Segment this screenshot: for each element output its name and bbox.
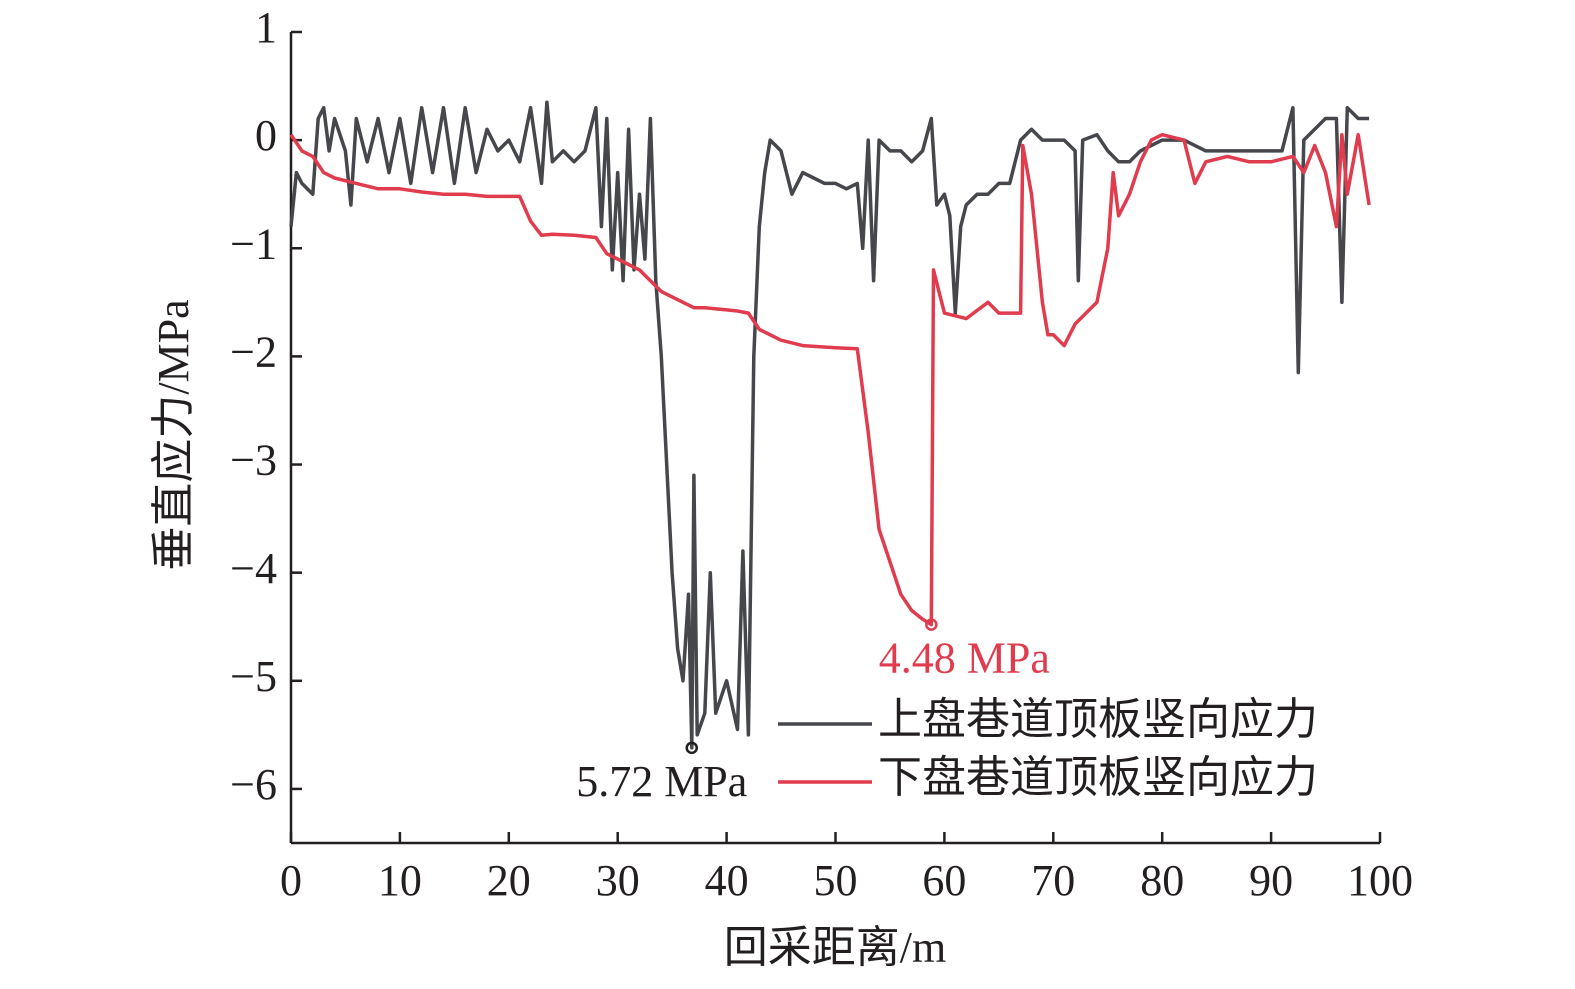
x-tick-label: 70 xyxy=(1031,856,1075,905)
y-tick-label: 1 xyxy=(255,3,277,52)
y-tick-label: −2 xyxy=(230,327,277,376)
y-tick-label: −1 xyxy=(230,219,277,268)
y-tick-label: −4 xyxy=(230,544,277,593)
annotation-marker xyxy=(925,618,938,631)
annotation-marker xyxy=(685,741,699,755)
x-tick-label: 60 xyxy=(922,856,966,905)
x-tick-label: 30 xyxy=(596,856,640,905)
series-line xyxy=(289,100,1370,750)
y-tick-label: −5 xyxy=(230,652,277,701)
legend-label: 下盘巷道顶板竖向应力 xyxy=(878,753,1318,802)
legend-label: 上盘巷道顶板竖向应力 xyxy=(878,695,1318,744)
annotation-text: 4.48 MPa xyxy=(879,634,1050,683)
x-axis-label: 回采距离/m xyxy=(724,923,946,972)
y-tick-label: −6 xyxy=(230,760,277,809)
x-tick-label: 100 xyxy=(1347,856,1413,905)
x-tick-label: 0 xyxy=(280,856,302,905)
x-tick-label: 10 xyxy=(378,856,422,905)
y-tick-label: 0 xyxy=(255,111,277,160)
x-tick-label: 50 xyxy=(814,856,858,905)
x-tick-label: 90 xyxy=(1249,856,1293,905)
y-tick-label: −3 xyxy=(230,436,277,485)
series-line xyxy=(289,132,1371,627)
x-tick-label: 80 xyxy=(1140,856,1184,905)
y-axis-label: 垂直应力/MPa xyxy=(149,299,198,570)
x-tick-label: 20 xyxy=(487,856,531,905)
x-tick-label: 40 xyxy=(705,856,749,905)
annotation-text: 5.72 MPa xyxy=(576,757,747,806)
